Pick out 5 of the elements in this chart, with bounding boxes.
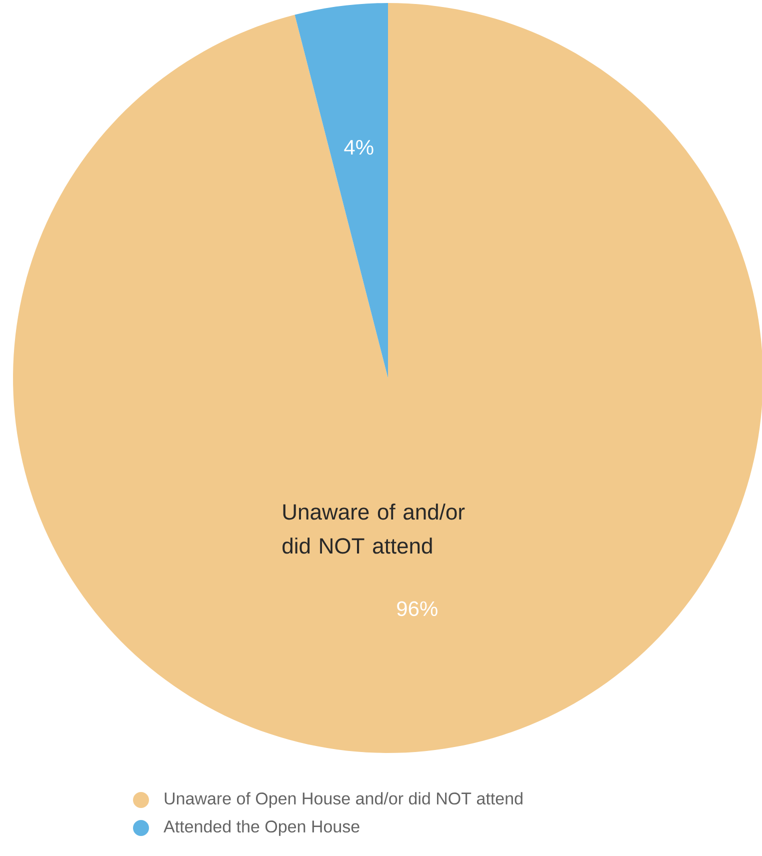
data-label: 4% bbox=[344, 140, 374, 155]
legend-label: Unaware of Open House and/or did NOT attend bbox=[164, 792, 522, 808]
data-label: 96% bbox=[397, 601, 438, 616]
legend-label: Attended the Open House bbox=[164, 820, 360, 836]
text: Unaware of and/or did NOT attend bbox=[282, 504, 465, 554]
